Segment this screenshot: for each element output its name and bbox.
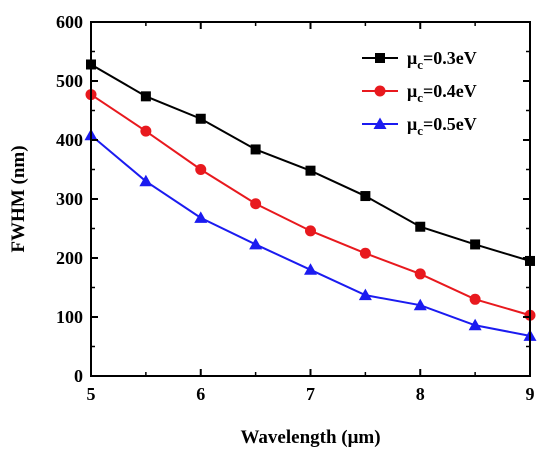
data-point xyxy=(414,268,426,280)
x-tick-label: 7 xyxy=(306,384,315,404)
x-axis-title: Wavelength (μm) xyxy=(240,427,380,448)
data-point xyxy=(470,239,481,250)
legend-entry: μc=0.3eV xyxy=(362,48,477,72)
data-point xyxy=(194,211,208,223)
data-point xyxy=(249,237,263,250)
data-point xyxy=(469,293,481,305)
data-point xyxy=(360,191,371,202)
data-point xyxy=(250,144,261,155)
y-tick-label: 0 xyxy=(74,366,83,386)
data-point xyxy=(305,165,316,176)
ticks-layer: 5 6 7 8 9 0 100 200 300 400 500 600 xyxy=(56,12,535,404)
data-point xyxy=(415,221,426,232)
data-point xyxy=(413,298,427,311)
data-point xyxy=(195,113,206,124)
data-point xyxy=(358,288,372,301)
legend-marker xyxy=(374,85,386,97)
x-tick-label: 6 xyxy=(196,384,205,404)
y-tick-label: 600 xyxy=(56,12,83,32)
y-tick-label: 400 xyxy=(56,130,83,150)
data-point xyxy=(468,318,482,331)
y-axis-title: FWHM (nm) xyxy=(8,145,29,252)
x-tick-label: 8 xyxy=(416,384,425,404)
y-tick-label: 100 xyxy=(56,307,83,327)
legend-entry: μc=0.4eV xyxy=(362,81,477,105)
data-point xyxy=(139,174,153,187)
legend-label: μc=0.4eV xyxy=(407,81,477,105)
data-point xyxy=(359,247,371,259)
legend-marker xyxy=(375,53,385,63)
legend-entry: μc=0.5eV xyxy=(362,114,477,138)
data-point xyxy=(140,91,151,102)
data-point xyxy=(195,164,207,175)
y-tick-label: 300 xyxy=(56,189,83,209)
legend: μc=0.3eV μc=0.4eV μc=0.5eV xyxy=(362,48,477,138)
x-tick-label: 9 xyxy=(526,384,535,404)
data-point xyxy=(140,125,152,137)
data-point xyxy=(250,198,262,210)
x-tick-label: 5 xyxy=(87,384,96,404)
y-tick-label: 500 xyxy=(56,71,83,91)
plot-frame xyxy=(90,21,531,377)
data-point xyxy=(305,225,316,237)
data-point xyxy=(304,263,317,275)
series-layer xyxy=(84,59,537,341)
legend-marker xyxy=(373,117,387,129)
legend-label: μc=0.5eV xyxy=(407,114,477,138)
series-3 xyxy=(84,128,537,341)
legend-label: μc=0.3eV xyxy=(407,48,477,72)
y-tick-label: 200 xyxy=(56,248,83,268)
